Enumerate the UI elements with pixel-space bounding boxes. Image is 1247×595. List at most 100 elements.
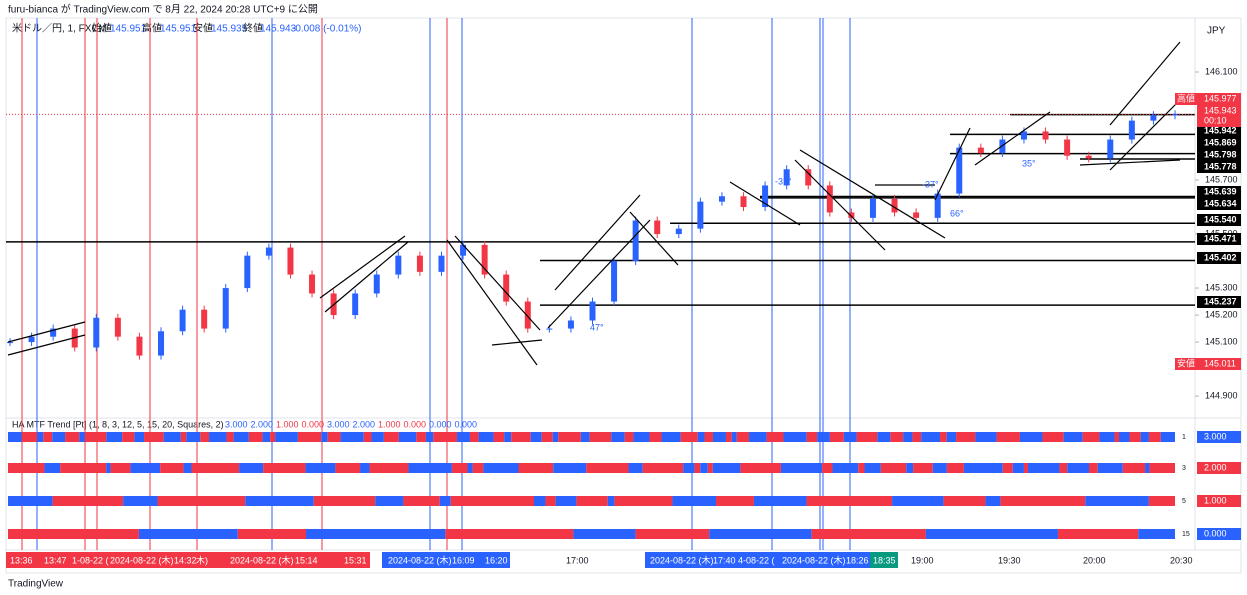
trend-segment xyxy=(122,432,135,442)
trend-segment xyxy=(683,463,695,473)
trend-segment xyxy=(1140,432,1149,442)
candle xyxy=(1064,139,1071,156)
trend-segment xyxy=(245,496,314,506)
time-label: 15:14 xyxy=(295,555,318,565)
indicator-badge xyxy=(1197,495,1241,507)
trend-segment xyxy=(712,463,741,473)
high: 145.951 xyxy=(160,24,197,35)
timeframe-label: 3 xyxy=(1182,465,1186,472)
trend-line xyxy=(1079,159,1181,166)
trend-segment xyxy=(553,463,587,473)
trend-segment xyxy=(829,432,844,442)
time-label: 17:40 xyxy=(713,555,736,565)
indicator-value: 1.000 xyxy=(378,419,401,429)
trend-segment xyxy=(79,432,85,442)
trend-line xyxy=(454,235,541,331)
level-label: 145.942 xyxy=(1204,125,1237,135)
currency: JPY xyxy=(1207,26,1226,37)
trend-segment xyxy=(134,432,145,442)
trend-segment xyxy=(736,432,749,442)
countdown: 00:10 xyxy=(1204,115,1227,125)
trend-segment xyxy=(237,529,306,539)
trend-segment xyxy=(573,529,636,539)
trend-segment xyxy=(956,432,976,442)
trend-segment xyxy=(707,463,713,473)
trend-line xyxy=(7,334,86,356)
candle xyxy=(913,212,920,218)
trend-segment xyxy=(8,496,53,506)
trend-segment xyxy=(1114,432,1120,442)
level-label: 145.237 xyxy=(1204,296,1237,306)
trend-segment xyxy=(478,432,494,442)
candle xyxy=(93,317,100,348)
trend-segment xyxy=(321,432,328,442)
candle xyxy=(805,169,812,186)
indicator-badge xyxy=(1197,431,1241,443)
trend-segment xyxy=(163,432,181,442)
trend-segment xyxy=(518,463,554,473)
trend-segment xyxy=(52,432,66,442)
candle xyxy=(524,301,531,329)
trend-segment xyxy=(369,463,409,473)
angle-annotation: -31° xyxy=(775,176,792,186)
time-highlight xyxy=(645,552,870,568)
angle-annotation: 66° xyxy=(950,208,964,218)
trend-segment xyxy=(864,463,881,473)
level-label: 145.471 xyxy=(1204,233,1237,243)
level-badge xyxy=(1197,296,1241,308)
indicator-row-value: 1.000 xyxy=(1204,495,1227,505)
time-label: 17:00 xyxy=(566,555,589,565)
trend-segment xyxy=(262,432,271,442)
trend-segment xyxy=(209,432,227,442)
trend-segment xyxy=(700,463,708,473)
time-label: 14:32 xyxy=(174,555,197,565)
trend-segment xyxy=(906,463,914,473)
trend-segment xyxy=(1082,432,1100,442)
trend-segment xyxy=(748,432,767,442)
trend-segment xyxy=(467,463,473,473)
close: 145.943 xyxy=(260,24,297,35)
trend-segment xyxy=(110,463,131,473)
candle xyxy=(114,317,121,337)
indicator-row-value: 3.000 xyxy=(1204,431,1227,441)
candle xyxy=(697,201,704,229)
trend-segment xyxy=(275,432,298,442)
high-marker-price: 145.977 xyxy=(1204,93,1237,103)
indicator-value: 0.000 xyxy=(455,419,478,429)
trend-segment xyxy=(858,463,865,473)
trend-segment xyxy=(191,463,240,473)
candle xyxy=(179,309,186,332)
level-label: 145.634 xyxy=(1204,198,1237,208)
trend-segment xyxy=(740,463,781,473)
trend-segment xyxy=(84,432,107,442)
trend-segment xyxy=(963,463,1003,473)
candle xyxy=(373,274,380,294)
level-badge xyxy=(1197,186,1241,198)
trend-segment xyxy=(375,496,404,506)
trend-segment xyxy=(558,432,581,442)
trend-segment xyxy=(709,529,812,539)
candle xyxy=(869,198,876,218)
trend-line xyxy=(446,239,538,366)
trend-segment xyxy=(697,432,705,442)
change: -0.008 (-0.01%) xyxy=(292,24,361,35)
trend-segment xyxy=(635,529,710,539)
time-label: 13:47 xyxy=(44,555,67,565)
trend-segment xyxy=(1012,463,1024,473)
trend-segment xyxy=(21,432,38,442)
trend-segment xyxy=(649,432,662,442)
level-label: 145.869 xyxy=(1204,137,1237,147)
trend-segment xyxy=(890,432,904,442)
candle xyxy=(309,274,316,294)
trend-segment xyxy=(239,463,264,473)
time-highlight xyxy=(870,552,898,568)
trend-segment xyxy=(943,496,986,506)
trend-segment xyxy=(832,463,859,473)
time-highlight xyxy=(382,552,510,568)
trend-segment xyxy=(157,496,246,506)
time-label: 18:26 xyxy=(846,555,869,565)
trend-segment xyxy=(822,463,833,473)
indicator-value: 0.000 xyxy=(404,419,427,429)
trend-segment xyxy=(534,496,546,506)
